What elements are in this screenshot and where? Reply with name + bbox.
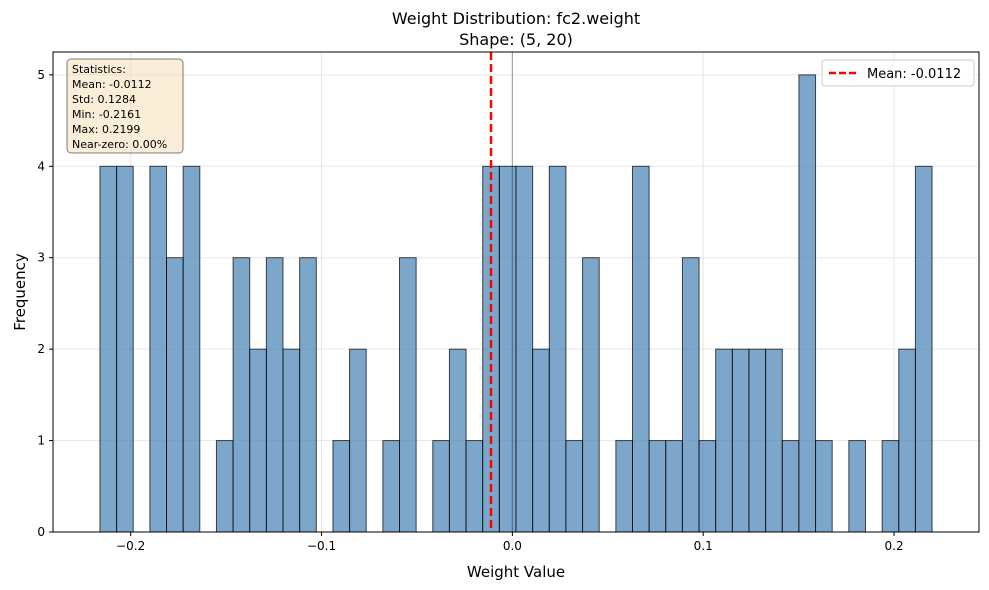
histogram-bar bbox=[182, 165, 201, 533]
reference-lines bbox=[489, 52, 513, 532]
stats-line: Mean: -0.0112 bbox=[72, 78, 152, 91]
histogram-bar bbox=[465, 440, 484, 533]
histogram-bar bbox=[282, 348, 301, 533]
stats-box-background bbox=[66, 58, 184, 154]
histogram-bar bbox=[582, 257, 600, 533]
histogram-bar bbox=[299, 257, 317, 533]
y-tick-label: 1 bbox=[37, 434, 45, 448]
histogram-bar bbox=[99, 165, 118, 533]
y-tick-label: 3 bbox=[37, 251, 45, 265]
y-axis-ticks: 0 1 2 3 4 5 bbox=[37, 68, 53, 539]
histogram-bar bbox=[149, 165, 168, 533]
stats-line: Std: 0.1284 bbox=[72, 93, 136, 106]
legend: Mean: -0.0112 bbox=[821, 59, 975, 87]
histogram-bar bbox=[815, 440, 833, 533]
plot-area-frame bbox=[52, 51, 980, 533]
histogram-bar bbox=[648, 440, 667, 533]
histogram-bar bbox=[265, 257, 284, 533]
chart-title: Weight Distribution: fc2.weight bbox=[392, 9, 640, 28]
histogram-bar bbox=[432, 440, 450, 533]
histogram-bar bbox=[565, 440, 584, 533]
histogram-bar bbox=[798, 74, 817, 533]
histogram-bar bbox=[765, 348, 783, 533]
legend-box bbox=[821, 59, 975, 87]
histogram-bar bbox=[748, 348, 767, 533]
histogram-bar bbox=[232, 257, 251, 533]
x-tick-label: 0.1 bbox=[694, 539, 713, 553]
histogram-bar bbox=[898, 348, 916, 533]
stats-line: Statistics: bbox=[72, 63, 126, 76]
histogram-bar bbox=[781, 440, 800, 533]
x-tick-label: 0.0 bbox=[503, 539, 522, 553]
histogram-bar bbox=[249, 348, 267, 533]
histogram-bar bbox=[731, 348, 750, 533]
histogram-bar bbox=[116, 165, 134, 533]
histogram-bar bbox=[448, 348, 467, 533]
stats-line: Max: 0.2199 bbox=[72, 123, 140, 136]
x-tick-label: 0.2 bbox=[885, 539, 904, 553]
histogram-bar bbox=[615, 440, 633, 533]
histogram-bar bbox=[215, 440, 234, 533]
stats-line: Near-zero: 0.00% bbox=[72, 138, 167, 151]
histogram-bar bbox=[349, 348, 367, 533]
histogram-bar bbox=[848, 440, 866, 533]
histogram-bar bbox=[332, 440, 351, 533]
histogram-bar bbox=[914, 165, 933, 533]
y-tick-label: 5 bbox=[37, 68, 45, 82]
histogram-bar bbox=[382, 440, 401, 533]
histogram-bar bbox=[698, 440, 717, 533]
stats-line: Min: -0.2161 bbox=[72, 108, 141, 121]
histogram-bar bbox=[681, 257, 700, 533]
x-axis-label: Weight Value bbox=[467, 563, 565, 581]
y-tick-label: 0 bbox=[37, 525, 45, 539]
y-axis-label: Frequency bbox=[11, 253, 29, 331]
histogram-bar bbox=[715, 348, 733, 533]
histogram-bar bbox=[631, 165, 650, 533]
stats-box: Statistics: Mean: -0.0112 Std: 0.1284 Mi… bbox=[66, 58, 184, 154]
y-tick-label: 4 bbox=[37, 159, 45, 173]
histogram-bar bbox=[166, 257, 184, 533]
x-axis-ticks: −0.2 −0.1 0.0 0.1 0.2 bbox=[116, 532, 904, 553]
histogram-bar bbox=[665, 440, 683, 533]
histogram-bar bbox=[515, 165, 534, 533]
x-tick-label: −0.2 bbox=[116, 539, 145, 553]
histogram-bar bbox=[532, 348, 550, 533]
y-tick-label: 2 bbox=[37, 342, 45, 356]
legend-mean-label: Mean: -0.0112 bbox=[867, 67, 961, 82]
histogram-bar bbox=[881, 440, 900, 533]
histogram-bar bbox=[548, 165, 567, 533]
x-tick-label: −0.1 bbox=[307, 539, 336, 553]
histogram-bar bbox=[498, 165, 517, 533]
histogram-bar bbox=[399, 257, 417, 533]
chart-subtitle: Shape: (5, 20) bbox=[459, 30, 573, 49]
